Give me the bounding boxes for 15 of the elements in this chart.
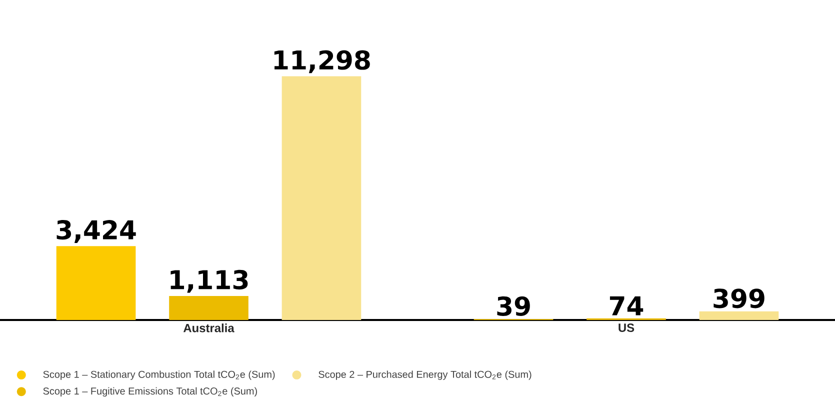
legend-label: Scope 1 – Stationary Combustion Total tCO$_{2}$e (Sum) bbox=[43, 370, 275, 380]
legend-label: Scope 1 – Fugitive Emissions Total tCO$_{2}$e (Sum) bbox=[43, 387, 257, 397]
x-tick-label: US bbox=[618, 324, 634, 332]
bar bbox=[699, 311, 779, 320]
bar bbox=[282, 76, 362, 320]
bar bbox=[56, 246, 136, 320]
data-label: 74 bbox=[610, 296, 644, 316]
legend-label: Scope 2 – Purchased Energy Total tCO$_{2}$e (Sum) bbox=[318, 370, 532, 380]
data-label: 39 bbox=[497, 296, 530, 316]
data-label: 399 bbox=[714, 288, 764, 308]
data-label: 11,298 bbox=[274, 50, 370, 74]
x-tick-label: Australia bbox=[183, 324, 234, 332]
bar bbox=[169, 296, 248, 320]
data-label: 3,424 bbox=[56, 220, 136, 243]
data-label: 1,113 bbox=[170, 270, 248, 293]
